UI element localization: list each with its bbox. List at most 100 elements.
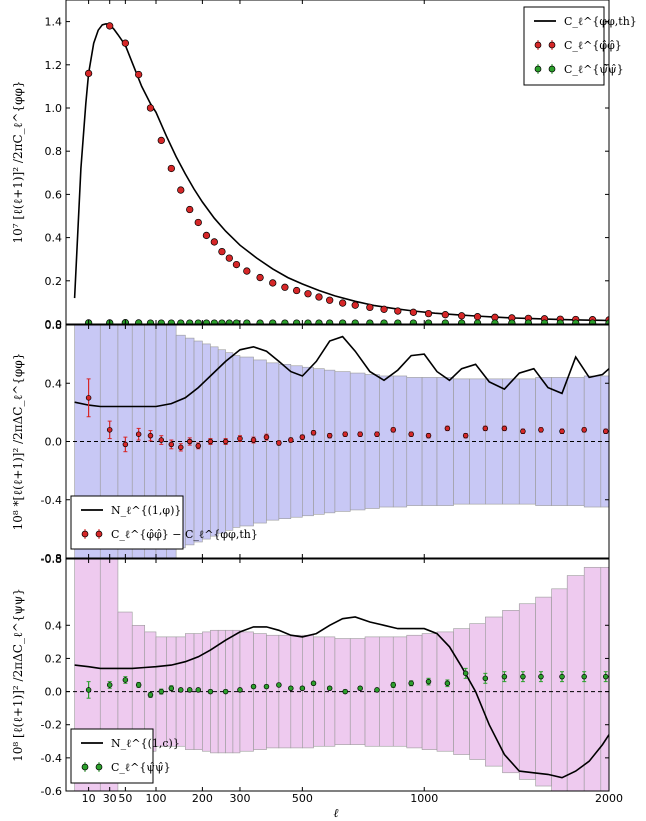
x-tick-label: 500 (292, 792, 313, 805)
data-point (299, 685, 306, 692)
y-tick-label: -0.8 (41, 553, 62, 566)
legend: N_ℓ^{(1,φ)} C_ℓ^{φ̂φ̂} − C_ℓ^{φφ,th} (70, 495, 258, 550)
data-point (202, 319, 211, 324)
data-point (178, 444, 184, 451)
data-point (256, 319, 264, 324)
data-point (588, 319, 597, 324)
data-point (357, 431, 363, 437)
data-point (146, 319, 155, 324)
data-point (520, 428, 526, 435)
legend-marker (81, 763, 89, 771)
data-point (342, 431, 348, 437)
data-point (122, 441, 129, 448)
data-point (158, 688, 165, 695)
legend: N_ℓ^{(1,c)} C_ℓ^{ψ̂ψ̂} (70, 728, 180, 784)
data-point (339, 319, 347, 324)
x-tick-label: 1000 (410, 792, 438, 805)
data-point (243, 319, 251, 324)
data-point (147, 692, 154, 698)
data-point (299, 434, 306, 440)
data-point (237, 687, 243, 693)
data-point (250, 437, 257, 443)
data-point (457, 312, 466, 320)
legend-marker (548, 65, 556, 73)
data-point (218, 247, 226, 256)
y-tick-label: 0.8 (45, 145, 63, 158)
y-tick-label: 0.8 (45, 319, 63, 332)
legend-label: C_ℓ^{ψ̂ψ̂} (564, 63, 624, 76)
legend-frame (70, 728, 154, 784)
data-point (424, 319, 433, 324)
legend-label: C_ℓ^{φ̂φ̂} (564, 39, 622, 52)
y-axis-label: 10⁸ [ℓ(ℓ+1)]² /2πΔC_ℓ^{ψψ} (11, 588, 25, 762)
data-point (556, 319, 564, 324)
data-point (210, 319, 218, 324)
data-point (135, 70, 143, 79)
data-point (207, 438, 214, 445)
legend-label: C_ℓ^{φφ,th} (564, 15, 637, 28)
data-point (326, 319, 334, 324)
data-point (501, 673, 508, 680)
data-point (218, 319, 226, 324)
data-point (210, 238, 218, 246)
x-tick-label: 50 (118, 792, 132, 805)
data-point (338, 299, 347, 307)
legend-marker (534, 65, 542, 73)
x-axis-label: ℓ (334, 806, 339, 820)
data-point (602, 673, 609, 680)
data-point (288, 437, 294, 443)
data-point (195, 443, 202, 449)
data-point (168, 441, 175, 448)
y-tick-label: 0.6 (45, 188, 63, 201)
data-point (559, 673, 565, 680)
data-point (380, 319, 388, 324)
data-point (444, 425, 451, 432)
data-point (167, 164, 175, 173)
data-point (409, 308, 418, 316)
data-point (394, 319, 402, 324)
data-point (441, 311, 449, 319)
y-axis-label: 10⁷ [ℓ(ℓ+1)]² /2πC_ℓ^{φφ} (11, 80, 25, 243)
data-point (390, 682, 397, 688)
data-point (222, 688, 229, 695)
data-point (366, 303, 374, 312)
y-tick-label: 0.4 (45, 377, 63, 390)
data-point (269, 279, 277, 287)
data-point (559, 428, 565, 435)
axes-frame (65, 0, 610, 325)
data-point (390, 427, 397, 433)
y-tick-label: 0.4 (45, 232, 63, 245)
y-tick-label: 0.2 (45, 652, 63, 665)
data-point (508, 319, 516, 324)
data-point (122, 677, 129, 683)
legend-marker (534, 41, 542, 49)
data-point (310, 430, 317, 436)
series-line (74, 335, 609, 408)
legend: C_ℓ^{φφ,th} C_ℓ^{φ̂φ̂} C_ℓ^{ψ̂ψ̂} (523, 6, 637, 86)
data-point (237, 435, 243, 442)
data-point (263, 434, 270, 440)
data-point (168, 685, 175, 692)
data-point (276, 440, 282, 446)
data-point (394, 307, 402, 315)
data-point (243, 267, 251, 275)
x-tick-label: 10 (82, 792, 96, 805)
data-point (409, 319, 418, 324)
data-point (177, 319, 185, 324)
y-tick-label: -0.8 (41, 552, 62, 565)
data-point (202, 231, 211, 240)
y-tick-label: 0.2 (45, 275, 63, 288)
data-point (491, 319, 499, 324)
data-point (146, 104, 155, 112)
legend-marker (81, 530, 89, 538)
x-tick-label: 200 (192, 792, 213, 805)
data-point (374, 431, 380, 437)
data-point (462, 670, 469, 677)
data-point (482, 675, 489, 682)
data-point (225, 254, 233, 262)
data-point (538, 673, 544, 680)
x-tick-label: 2000 (595, 792, 623, 805)
data-point (315, 319, 323, 324)
data-point (106, 22, 114, 30)
